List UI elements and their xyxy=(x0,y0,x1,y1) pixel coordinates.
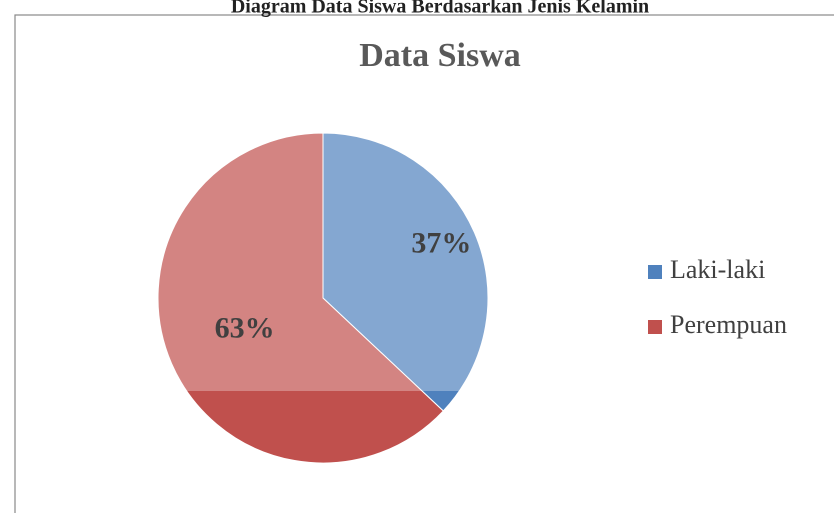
chart-title: Data Siswa xyxy=(359,37,521,74)
caption: Diagram Data Siswa Berdasarkan Jenis Kel… xyxy=(231,0,649,18)
pie-slice xyxy=(157,132,444,464)
pie xyxy=(157,132,489,464)
pie-slice xyxy=(322,132,489,412)
legend-label: Perempuan xyxy=(670,310,787,339)
legend-swatch xyxy=(648,265,662,279)
data-label: 37% xyxy=(411,226,471,259)
legend-label: Laki-laki xyxy=(670,255,765,284)
legend-swatch xyxy=(648,320,662,334)
watermark-veil xyxy=(150,120,500,391)
data-label: 63% xyxy=(215,311,275,344)
labels: 37% 63% Laki-laki Perempuan xyxy=(215,226,787,344)
